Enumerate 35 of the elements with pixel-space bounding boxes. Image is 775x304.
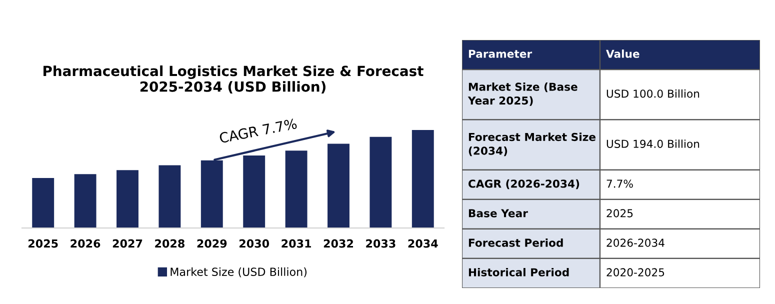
x-tick-label: 2029 — [197, 239, 227, 248]
text: Base Year — [468, 209, 528, 218]
x-tick-label: 2030 — [240, 239, 270, 248]
x-tick-label: 2033 — [366, 239, 396, 248]
x-tick-label: 2031 — [282, 239, 311, 248]
x-tick-label: 2027 — [112, 239, 142, 248]
bar — [370, 136, 392, 228]
bar — [412, 130, 434, 228]
bar — [285, 150, 308, 228]
text: 2026-2034 — [606, 238, 664, 247]
text: Forecast Market Size (2034) — [468, 132, 596, 156]
x-tick-label: 2025 — [28, 239, 58, 248]
bar — [32, 178, 54, 228]
bar — [116, 170, 138, 228]
text: 2025 — [606, 209, 633, 218]
text: USD 194.0 Billion — [606, 140, 700, 148]
text: Parameter — [468, 50, 532, 58]
text: Historical Period — [468, 268, 569, 276]
text: Market Size (Base Year 2025) — [468, 82, 578, 106]
annotation: CAGR 7.7% — [219, 118, 298, 144]
x-tick-label: 2026 — [70, 239, 100, 248]
chart-title: Pharmaceutical Logistics Market Size & Forecast 2025-2034 (USD Billion) — [44, 65, 424, 94]
text: CAGR (2026-2034) — [468, 179, 580, 190]
x-tick-label: 2034 — [408, 239, 438, 248]
x-tick-label: 2032 — [324, 239, 353, 248]
bar — [328, 144, 350, 228]
text: Value — [606, 50, 640, 58]
text: 7.7% — [606, 180, 633, 188]
text: USD 100.0 Billion — [606, 89, 700, 98]
bar — [158, 165, 181, 228]
x-tick-label: 2028 — [155, 239, 184, 248]
bar — [74, 174, 96, 228]
legend-label: Market Size (USD Billion) — [170, 267, 307, 278]
text: 2020-2025 — [606, 268, 664, 276]
text: Forecast Period — [468, 238, 563, 247]
